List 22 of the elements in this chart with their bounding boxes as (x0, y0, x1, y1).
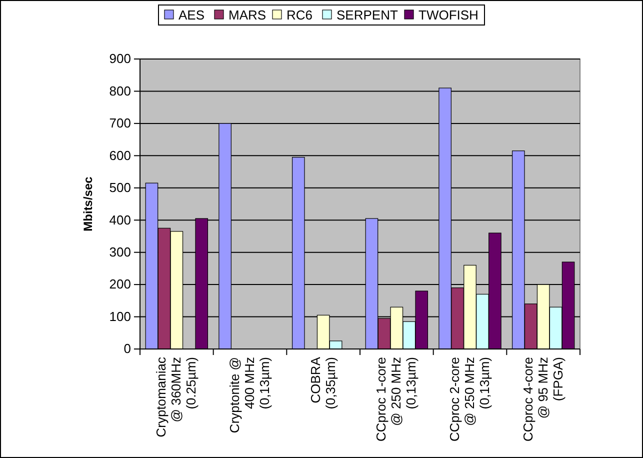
y-axis-title: Mbits/sec (81, 176, 95, 232)
x-tick-label: CCproc 2-core @ 250 MHz (0,13µm) (447, 357, 492, 442)
y-tick-label: 100 (109, 308, 131, 324)
x-tick-label: CCproc 4-core @ 95 MHz (FPGA) (520, 357, 566, 442)
y-tick-label: 600 (109, 148, 131, 163)
legend-label: RC6 (286, 8, 313, 22)
y-tick-label: 900 (109, 51, 131, 66)
y-tick-label: 200 (109, 276, 131, 292)
legend-label: AES (178, 8, 205, 22)
legend-label: MARS (228, 8, 266, 22)
y-tick-label: 300 (109, 244, 131, 260)
legend-label: TWOFISH (418, 8, 478, 22)
y-tick-label: 800 (109, 83, 131, 98)
y-tick-label: 700 (109, 116, 131, 131)
x-tick-label: Cryptomaniac @ 360MHz (0.25µm) (154, 356, 199, 438)
x-tick-label: CCproc 1-core @ 250 MHz (0,13µm) (374, 357, 419, 442)
y-tick-label: 0 (124, 341, 131, 356)
x-tick-label: Cryptonite @ 400 MHz (0,13µm) (227, 357, 272, 434)
y-tick-label: 500 (109, 180, 131, 196)
x-tick-label: COBRA (0,35µm) (308, 356, 338, 410)
legend-label: SERPENT (336, 8, 398, 22)
y-tick-label: 400 (109, 212, 131, 228)
